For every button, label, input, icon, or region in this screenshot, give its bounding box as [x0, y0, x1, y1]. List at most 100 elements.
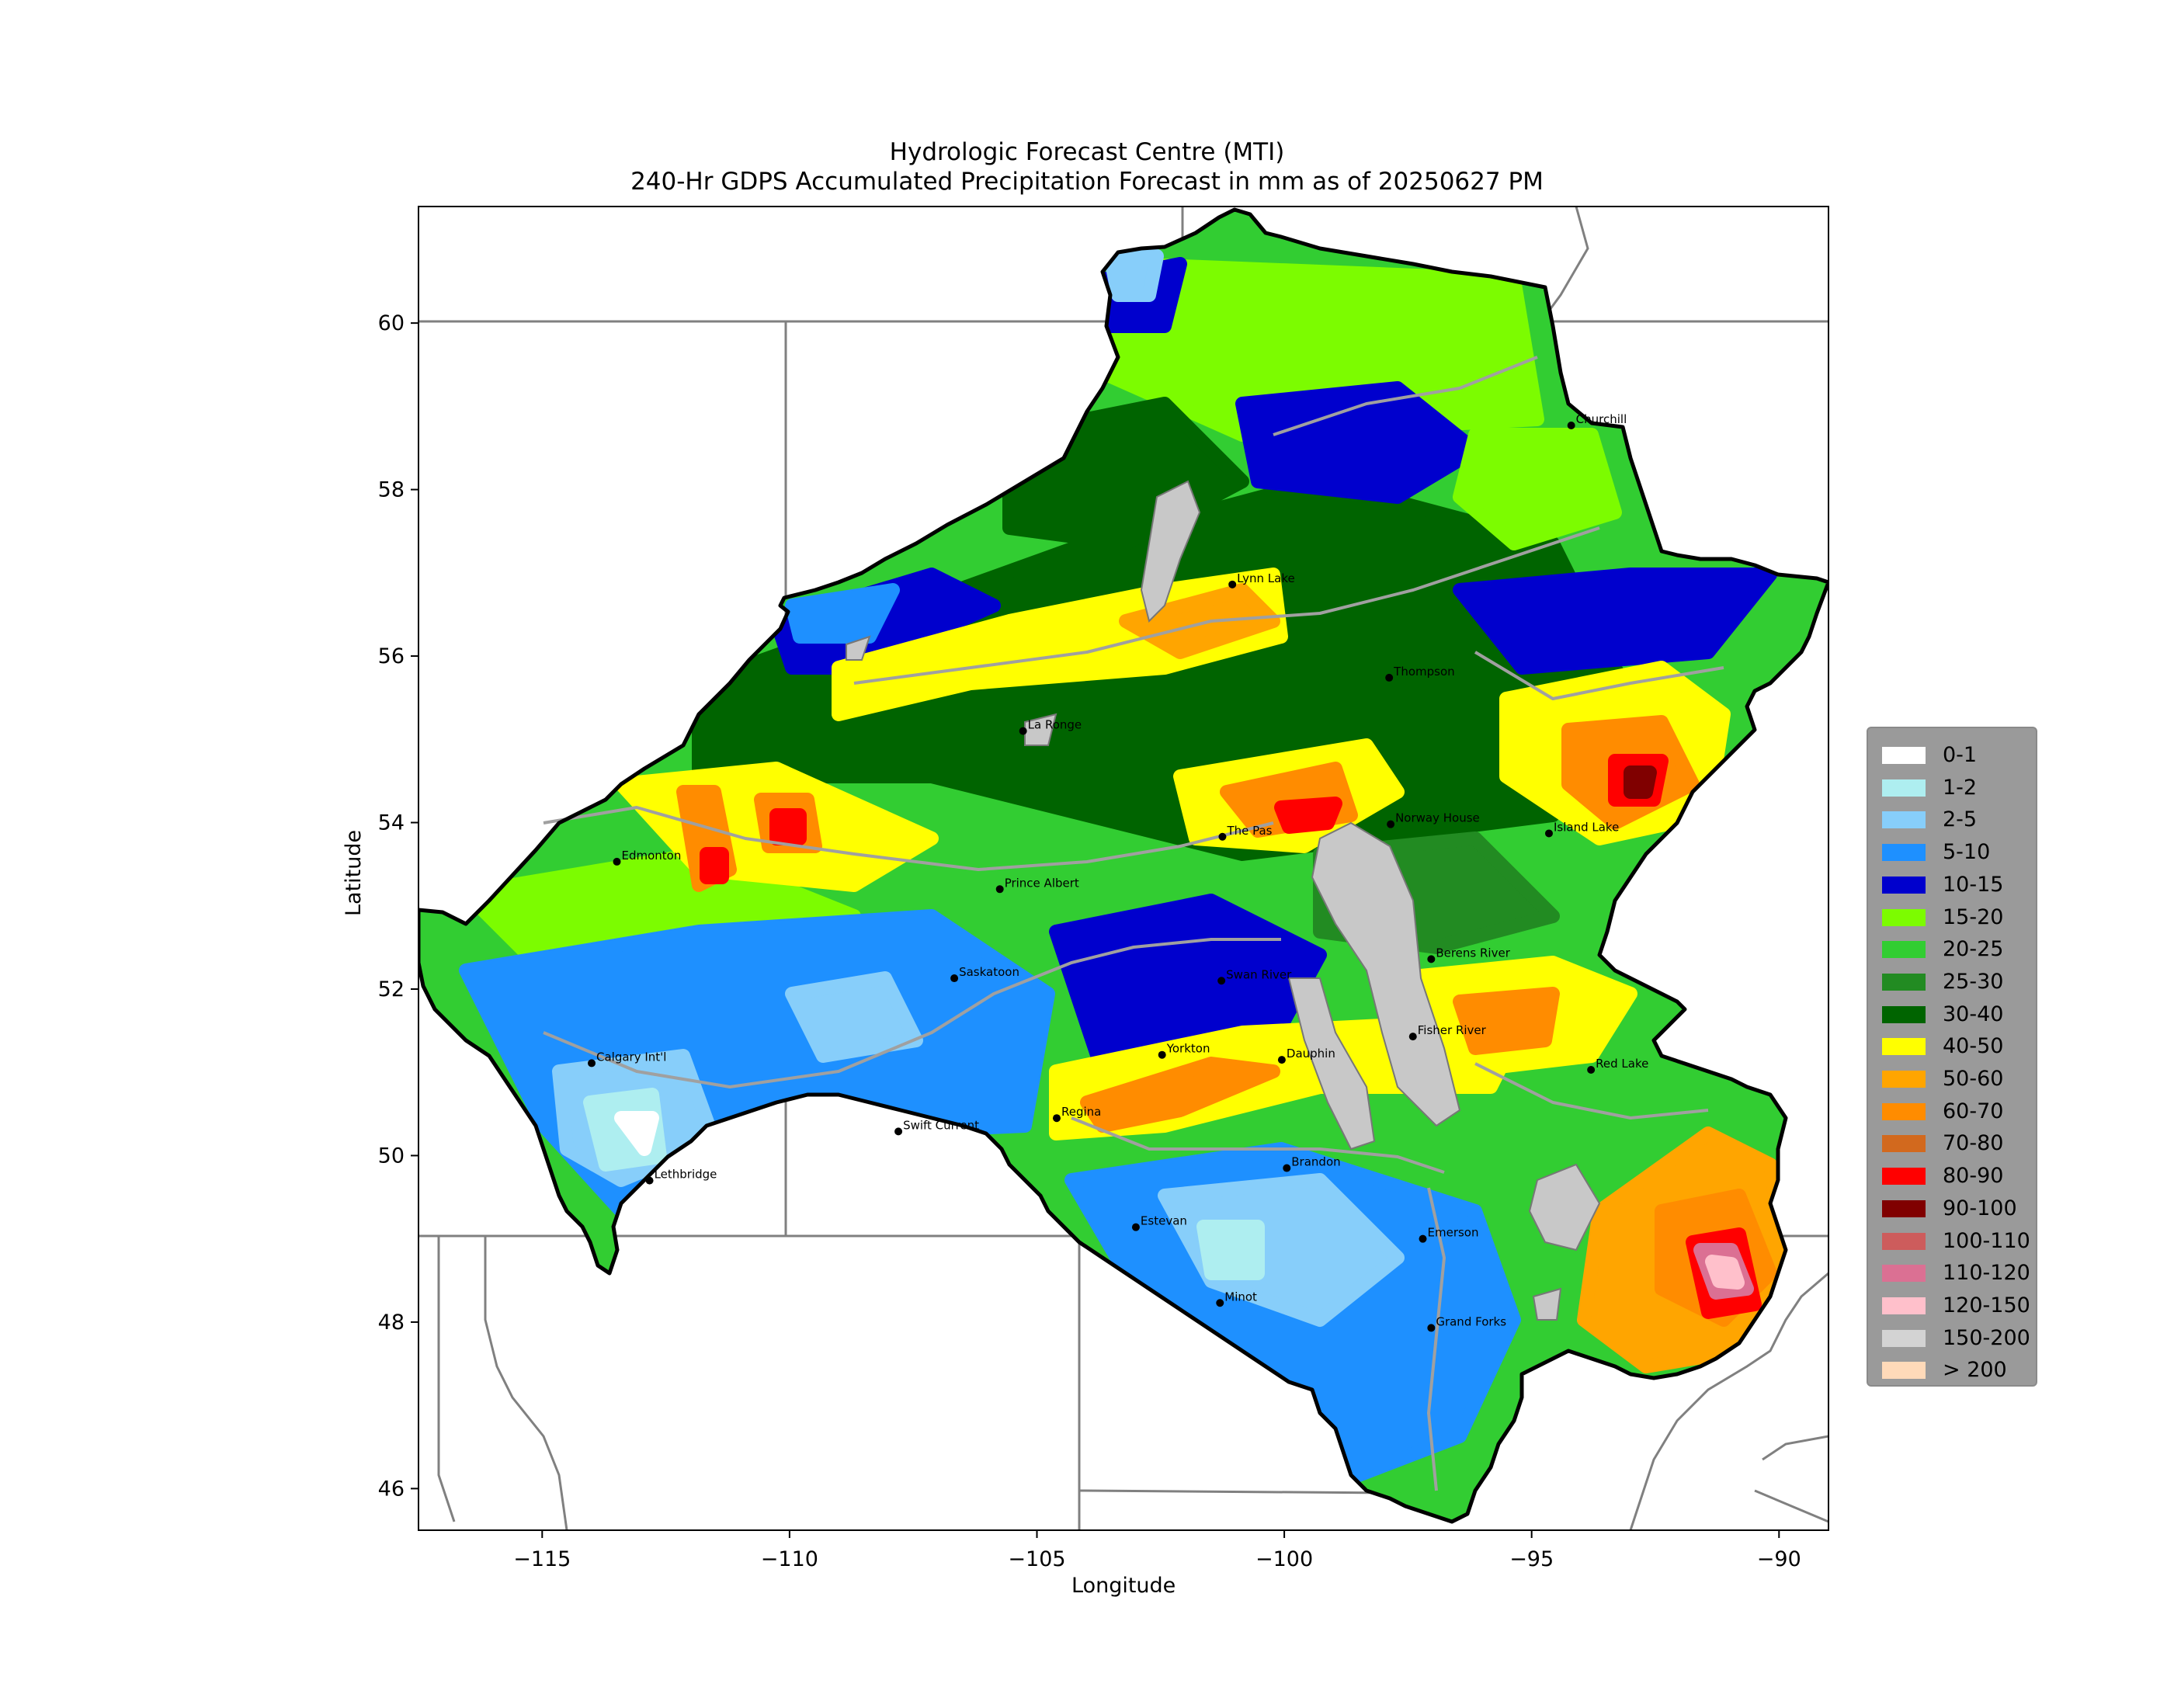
precip-contour-area	[785, 971, 923, 1063]
lake	[1528, 1163, 1601, 1251]
city-label: Berens River	[1436, 946, 1510, 960]
legend-label: 100-110	[1943, 1228, 2030, 1253]
city-label: Norway House	[1395, 811, 1480, 825]
legend-item: 60-70	[1877, 1099, 2033, 1125]
city-label: La Ronge	[1028, 718, 1082, 732]
river-line	[543, 938, 1281, 1088]
city-label: Churchill	[1576, 412, 1627, 426]
city-marker	[1587, 1066, 1596, 1074]
legend-swatch	[1882, 844, 1926, 862]
precip-contour-area	[1453, 568, 1777, 675]
precip-contour-area	[785, 583, 900, 644]
precip-contour-area	[1705, 1255, 1745, 1290]
city-marker	[1408, 1033, 1417, 1041]
legend-swatch	[1882, 1232, 1926, 1250]
city-label: Swift Current	[903, 1118, 979, 1132]
legend-label: 110-120	[1943, 1261, 2030, 1286]
precip-contour-area	[1196, 1220, 1265, 1280]
legend-swatch	[1882, 1071, 1926, 1088]
city-marker	[1387, 820, 1395, 828]
legend-label: 20-25	[1943, 937, 2004, 962]
river-line	[543, 806, 1274, 871]
legend-swatch	[1882, 1102, 1926, 1120]
legend-swatch	[1882, 747, 1926, 764]
y-tick-label: 56	[378, 644, 405, 668]
river-line	[1071, 1116, 1445, 1174]
legend-label: 150-200	[1943, 1325, 2030, 1350]
city-marker	[995, 885, 1004, 894]
legend-label: 1-2	[1943, 775, 1978, 800]
city-label: Estevan	[1141, 1214, 1187, 1228]
precip-contour-area	[614, 1111, 659, 1156]
legend-label: 2-5	[1943, 807, 1978, 832]
rivers	[543, 356, 1724, 1491]
y-tick-label: 60	[378, 311, 405, 335]
city-marker	[1131, 1223, 1140, 1231]
city-marker	[1277, 1056, 1286, 1064]
x-tick-label: −90	[1757, 1547, 1801, 1571]
y-tick-label: 50	[378, 1144, 405, 1168]
basin-outline	[418, 207, 1828, 1524]
precip-contour-area	[1274, 797, 1342, 834]
y-tick-label: 52	[378, 977, 405, 1002]
precipitation-field	[418, 210, 1828, 1522]
river-line	[1474, 651, 1724, 700]
precip-contour-area	[1080, 1057, 1280, 1133]
legend-swatch	[1882, 1005, 1926, 1023]
city-label: Grand Forks	[1436, 1314, 1506, 1328]
x-tick-label: −105	[1008, 1547, 1065, 1571]
legend-item: 50-60	[1877, 1066, 2033, 1092]
x-tick-label: −110	[761, 1547, 818, 1571]
legend-label: 40-50	[1943, 1034, 2004, 1059]
city-marker	[1216, 1299, 1224, 1307]
city-label: Thompson	[1393, 665, 1454, 679]
city-label: Edmonton	[622, 849, 682, 863]
city-label: Yorkton	[1166, 1042, 1210, 1056]
city-label: Lethbridge	[655, 1168, 717, 1182]
legend-label: 120-150	[1943, 1293, 2030, 1317]
city-marker	[1019, 727, 1027, 735]
lake	[1024, 713, 1057, 746]
city-label: Swan River	[1226, 967, 1292, 981]
city-marker	[1218, 832, 1227, 841]
legend-item: 40-50	[1877, 1033, 2033, 1060]
legend-item: 15-20	[1877, 904, 2033, 931]
y-tick-label: 54	[378, 811, 405, 835]
map-title-line1: Hydrologic Forecast Centre (MTI)	[889, 138, 1285, 166]
legend-item: 120-150	[1877, 1293, 2033, 1319]
city-marker	[1544, 829, 1553, 838]
legend-label: 60-70	[1943, 1099, 2004, 1123]
city-label: Calgary Int'l	[596, 1050, 666, 1064]
legend-label: 0-1	[1943, 743, 1978, 767]
legend-item: > 200	[1877, 1357, 2033, 1383]
plot-frame	[418, 206, 1829, 1531]
legend-label: 15-20	[1943, 904, 2004, 929]
river-line	[1273, 356, 1538, 436]
city-label: Lynn Lake	[1237, 571, 1295, 585]
legend-swatch	[1882, 941, 1926, 959]
legend-item: 20-25	[1877, 936, 2033, 963]
y-tick-label: 46	[378, 1477, 405, 1501]
legend-swatch	[1882, 876, 1926, 894]
city-label: Emerson	[1428, 1226, 1479, 1240]
legend-label: 50-60	[1943, 1067, 2004, 1091]
legend-swatch	[1882, 1329, 1926, 1347]
legend-swatch	[1882, 1297, 1926, 1314]
city-marker	[1419, 1234, 1427, 1243]
legend-item: 100-110	[1877, 1228, 2033, 1255]
precip-contour-area	[1624, 765, 1657, 799]
city-marker	[613, 857, 621, 866]
precip-contour-area	[1453, 428, 1622, 550]
city-marker	[645, 1176, 654, 1185]
city-label: Saskatoon	[959, 965, 1019, 979]
legend-swatch	[1882, 1038, 1926, 1056]
city-marker	[950, 974, 959, 983]
lake	[846, 635, 871, 661]
legend-swatch	[1882, 779, 1926, 797]
city-marker	[1217, 977, 1226, 985]
legend-item: 25-30	[1877, 969, 2033, 995]
precip-contour-area	[1119, 583, 1280, 659]
city-label: Brandon	[1291, 1155, 1340, 1169]
legend-item: 110-120	[1877, 1260, 2033, 1286]
legend-item: 150-200	[1877, 1325, 2033, 1352]
